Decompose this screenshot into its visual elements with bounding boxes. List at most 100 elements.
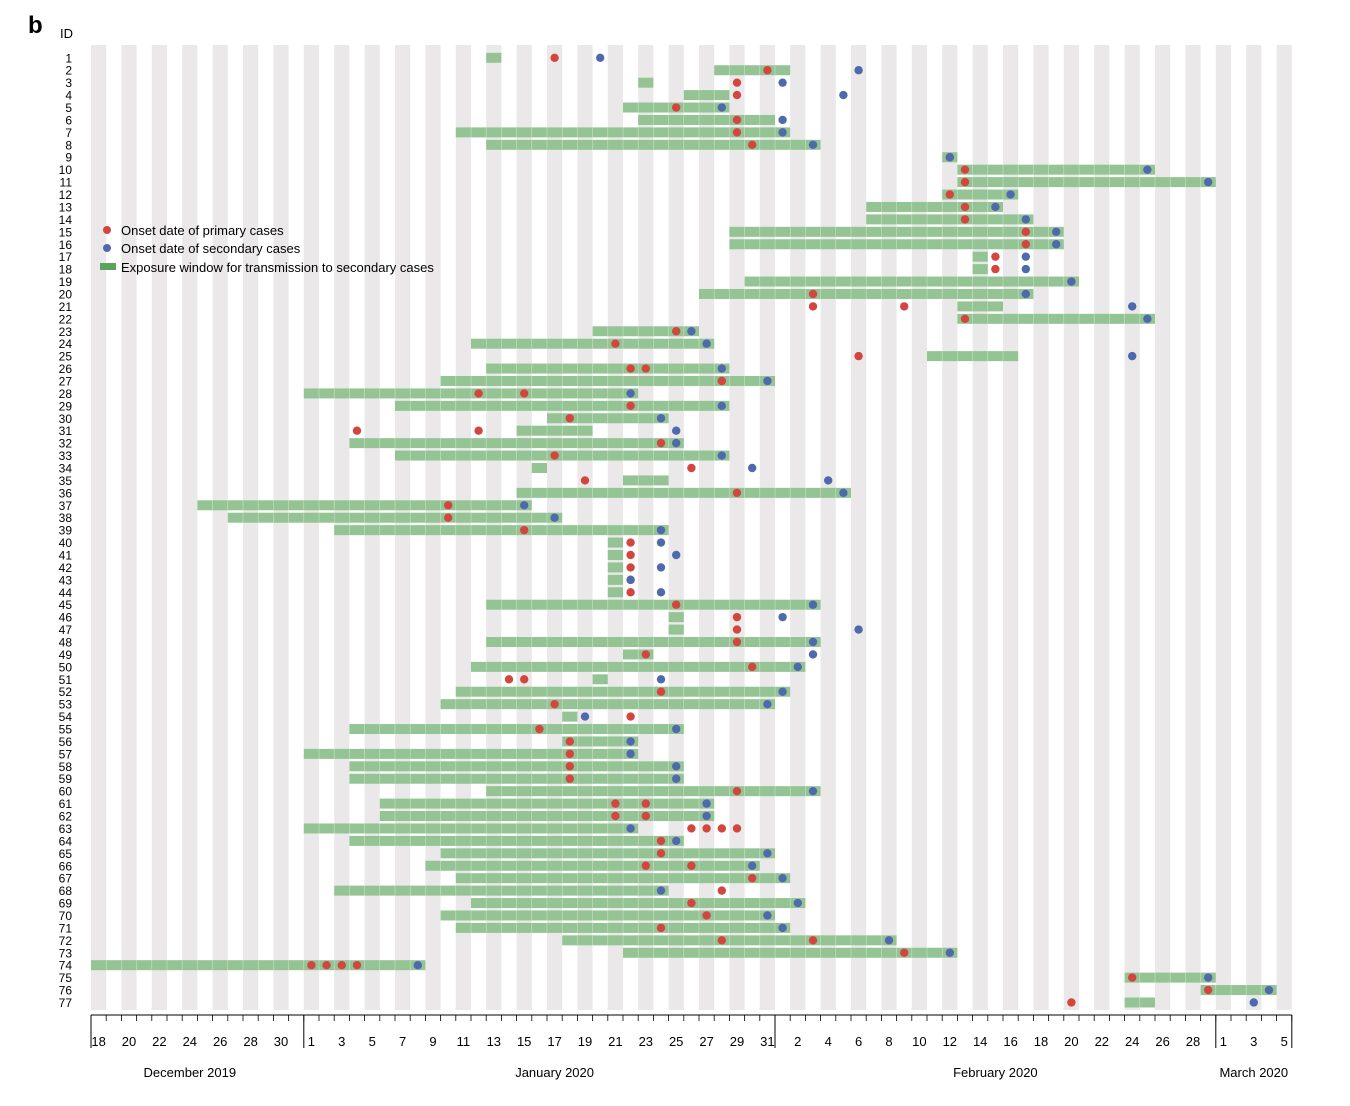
secondary-onset-point <box>793 898 802 908</box>
row-label: 30 <box>59 412 73 426</box>
date-stripe <box>1033 45 1049 1010</box>
x-tick-label: 24 <box>183 1034 197 1049</box>
row-label: 38 <box>59 511 73 525</box>
row-label: 7 <box>65 126 72 140</box>
primary-onset-point <box>717 886 726 895</box>
primary-onset-point <box>352 960 362 970</box>
row-label: 54 <box>59 710 73 724</box>
secondary-onset-point <box>656 588 666 597</box>
secondary-onset-point <box>1052 240 1061 249</box>
secondary-onset-point <box>1249 998 1259 1007</box>
exposure-window-bar <box>623 475 669 486</box>
date-stripe <box>1185 45 1201 1010</box>
exposure-window-bars <box>91 52 1277 1008</box>
row-label: 51 <box>59 673 73 687</box>
row-label: 10 <box>59 163 73 177</box>
secondary-onset-point <box>672 774 681 783</box>
month-label: March 2020 <box>1219 1065 1288 1080</box>
row-label: 57 <box>59 747 73 761</box>
x-tick-label: 16 <box>1003 1034 1017 1049</box>
primary-onset-point <box>945 190 954 199</box>
exposure-window-bar <box>592 326 699 337</box>
row-label: 23 <box>59 325 73 339</box>
secondary-onset-point <box>1021 215 1030 224</box>
row-label: 74 <box>59 959 73 973</box>
row-label: 37 <box>59 499 73 513</box>
row-label: 49 <box>59 648 73 662</box>
month-label: December 2019 <box>144 1065 237 1080</box>
x-tick-label: 31 <box>760 1034 774 1049</box>
secondary-onset-point <box>808 637 818 647</box>
date-stripe <box>1094 45 1110 1010</box>
x-tick-label: 26 <box>1155 1034 1169 1049</box>
row-label: 73 <box>59 946 73 960</box>
row-label: 50 <box>59 660 73 674</box>
primary-onset-point <box>808 289 818 299</box>
primary-onset-point <box>565 774 574 783</box>
secondary-onset-point <box>1052 227 1061 237</box>
row-label: 34 <box>59 461 73 475</box>
primary-onset-point <box>732 824 742 833</box>
row-label: 29 <box>59 399 73 413</box>
secondary-onset-point <box>656 414 666 423</box>
primary-onset-point <box>550 53 559 62</box>
secondary-onset-point <box>854 625 863 634</box>
primary-onset-point <box>960 165 970 174</box>
secondary-onset-point <box>884 936 894 945</box>
secondary-onset-point <box>778 687 787 696</box>
secondary-onset-point <box>808 140 818 150</box>
secondary-onset-point <box>717 451 726 460</box>
x-tick-label: 20 <box>122 1034 136 1049</box>
primary-onset-point <box>732 625 742 634</box>
primary-onset-point <box>732 128 742 137</box>
secondary-onset-point <box>656 538 666 547</box>
secondary-onset-point <box>778 115 787 125</box>
primary-onset-point <box>565 749 574 759</box>
row-label: 19 <box>59 275 73 289</box>
secondary-onset-point <box>793 662 802 672</box>
secondary-onset-point <box>763 849 772 858</box>
secondary-onset-point <box>824 476 833 485</box>
secondary-onset-point <box>1204 177 1213 187</box>
x-tick-label: 18 <box>1034 1034 1048 1049</box>
primary-onset-point <box>656 438 666 448</box>
primary-onset-point <box>687 861 696 870</box>
secondary-onset-point <box>626 824 635 833</box>
primary-onset-point <box>626 588 635 597</box>
primary-onset-point <box>900 948 909 957</box>
primary-onset-point <box>656 836 666 846</box>
primary-onset-point <box>565 762 574 771</box>
row-label: 13 <box>59 200 73 214</box>
exposure-window-bar <box>668 624 684 635</box>
date-stripe <box>729 45 745 1010</box>
exposure-window-bar <box>638 114 775 125</box>
primary-onset-point <box>702 911 711 920</box>
secondary-onset-point <box>717 103 726 112</box>
primary-onset-point <box>808 936 818 945</box>
row-label: 61 <box>59 797 73 811</box>
row-label: 41 <box>59 549 73 563</box>
x-tick-label: 10 <box>912 1034 926 1049</box>
primary-onset-point <box>641 861 650 870</box>
secondary-onset-point <box>717 364 726 373</box>
exposure-window-bar <box>942 189 1019 200</box>
primary-onset-point <box>732 115 742 125</box>
row-label: 18 <box>59 263 73 277</box>
secondary-onset-point <box>778 923 787 933</box>
secondary-onset-point <box>702 799 711 808</box>
row-label: 44 <box>59 586 73 600</box>
row-label: 20 <box>59 287 73 301</box>
secondary-onset-point <box>672 550 681 560</box>
primary-onset-point <box>991 264 1000 274</box>
secondary-onset-point <box>520 501 529 510</box>
x-tick-label: 5 <box>369 1034 376 1049</box>
primary-onset-point <box>656 923 666 933</box>
secondary-onset-point <box>763 376 772 386</box>
row-label: 36 <box>59 486 73 500</box>
row-label: 21 <box>59 300 73 314</box>
primary-onset-point <box>565 737 574 746</box>
secondary-onset-point <box>1021 264 1030 274</box>
row-label: 68 <box>59 884 73 898</box>
primary-onset-point <box>672 327 681 336</box>
x-tick-label: 15 <box>517 1034 531 1049</box>
